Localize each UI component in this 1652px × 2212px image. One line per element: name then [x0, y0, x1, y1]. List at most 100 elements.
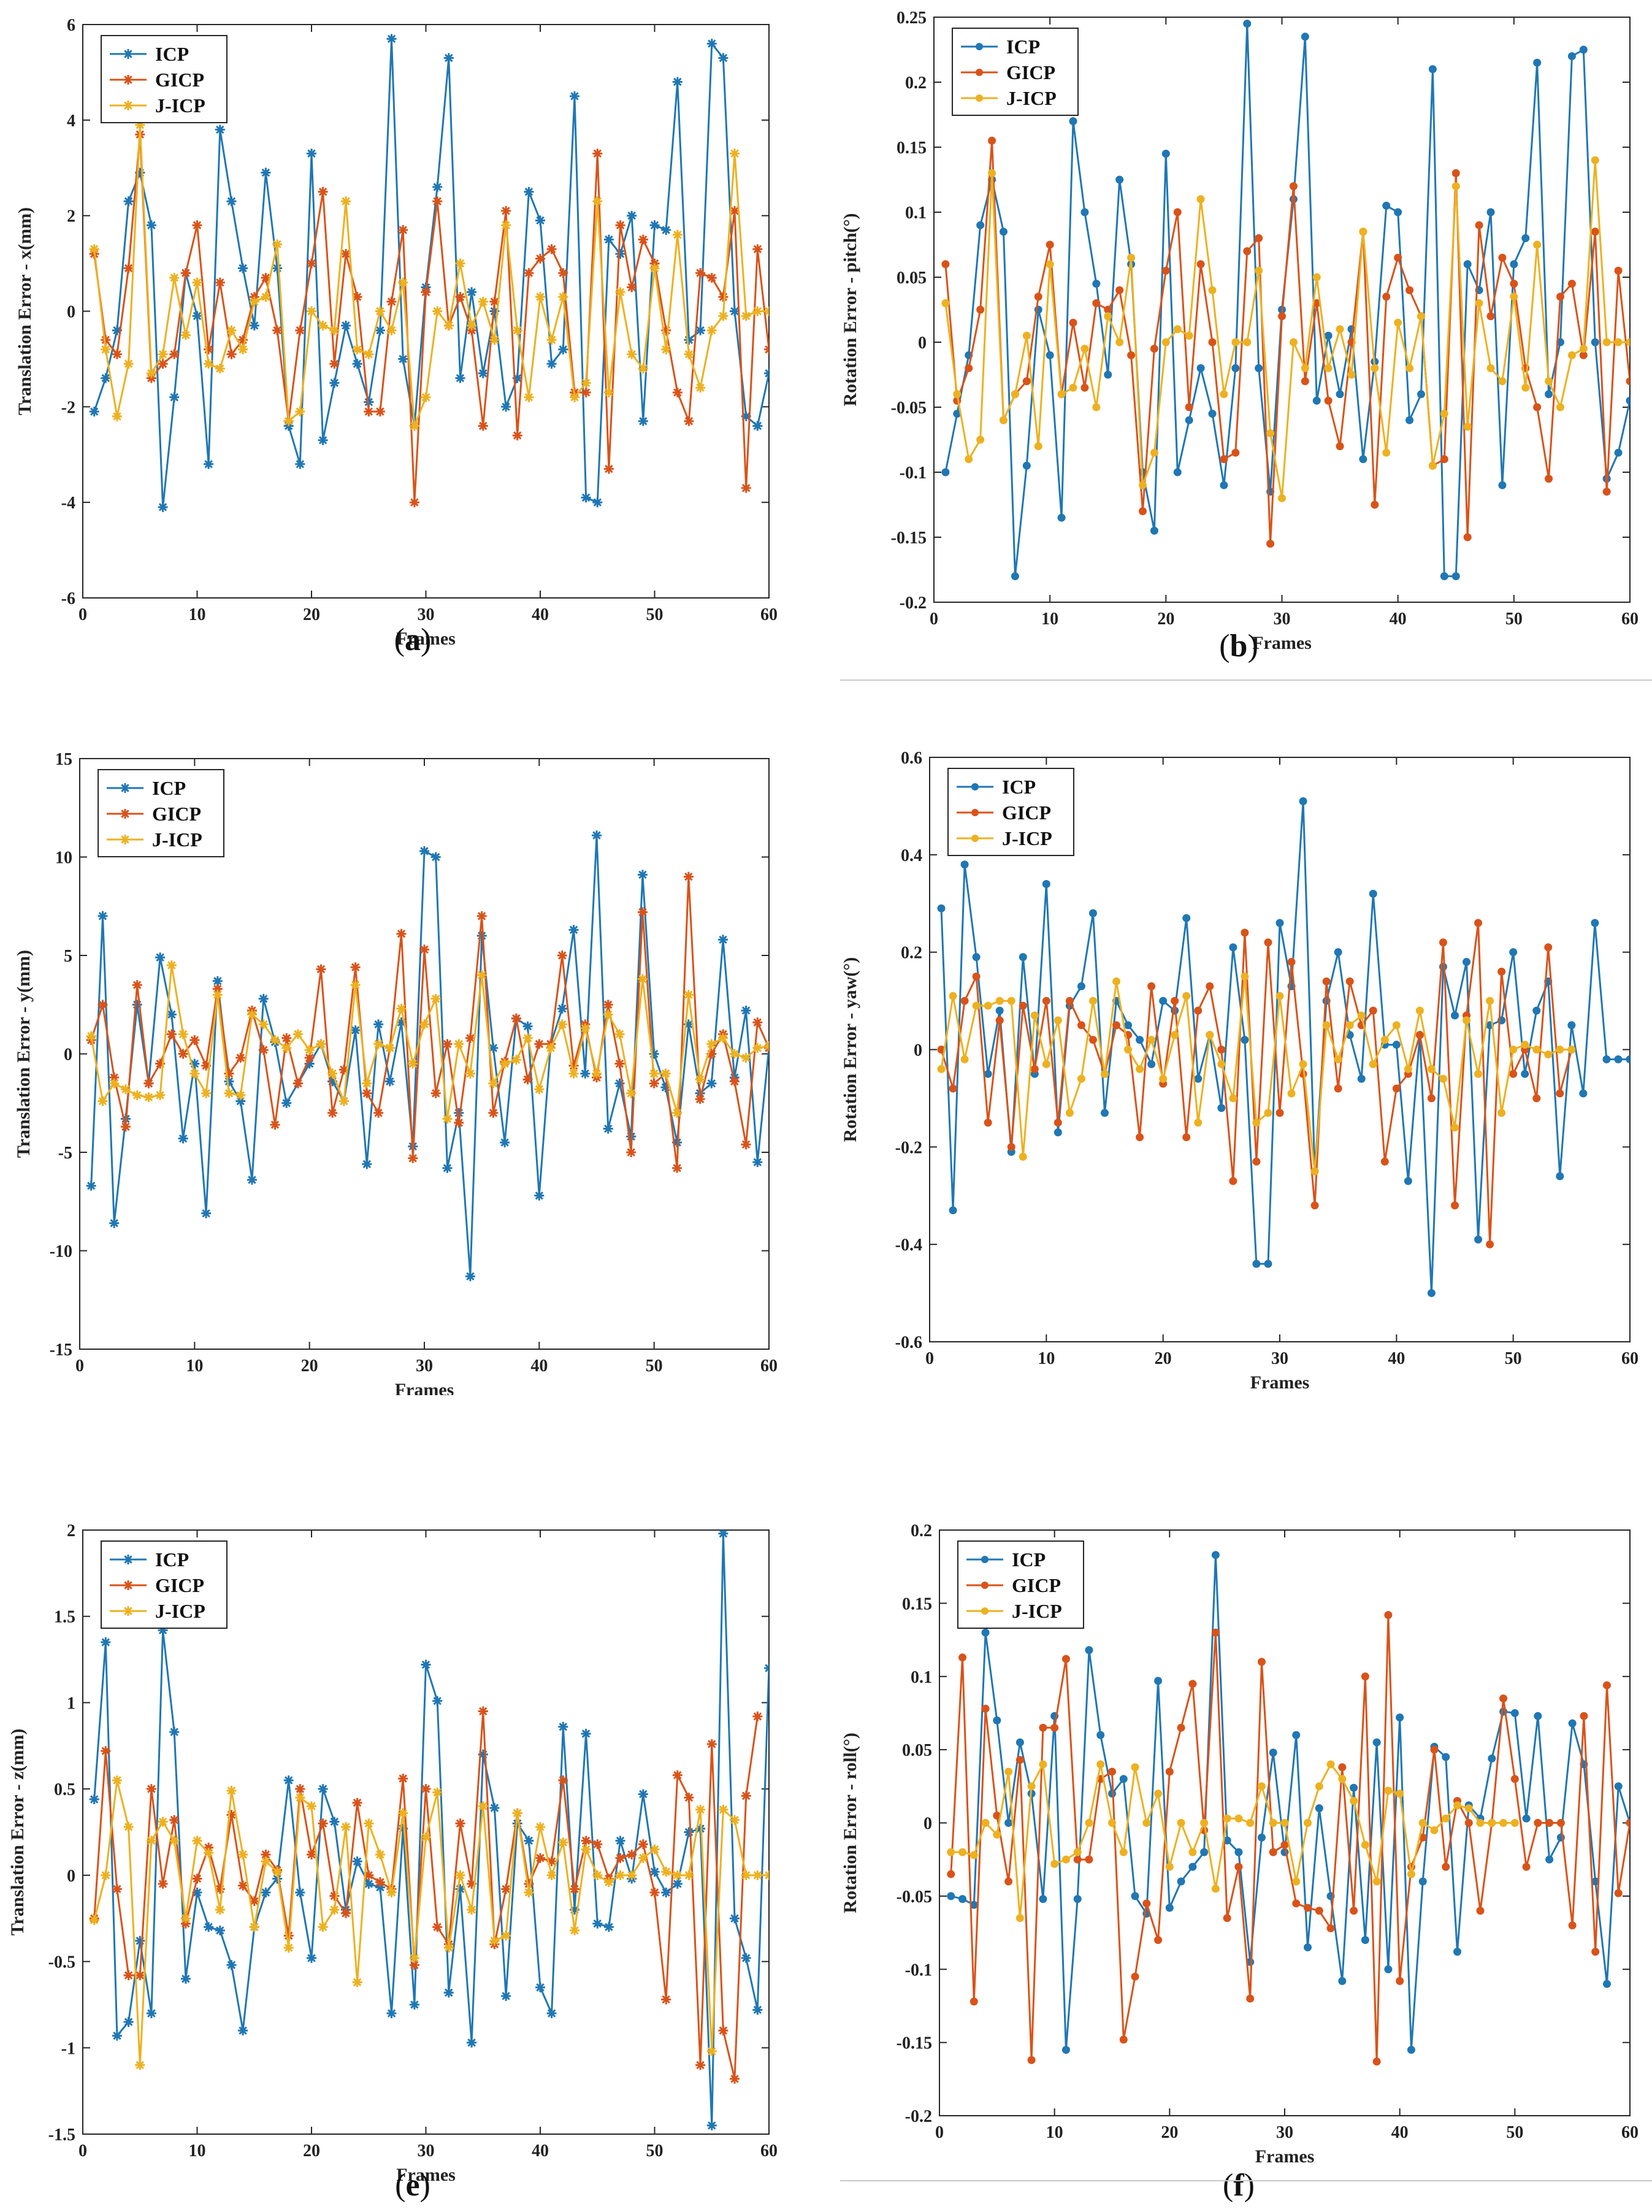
x-tick-label: 20: [301, 1357, 318, 1376]
data-point-gicp: [706, 1049, 717, 1059]
data-point-j-icp: [327, 1068, 338, 1079]
data-point-gicp: [1039, 1723, 1047, 1732]
data-point-j-icp: [442, 1114, 453, 1124]
data-point-j-icp: [512, 1808, 522, 1818]
data-point-j-icp: [672, 229, 683, 240]
data-point-gicp: [192, 220, 202, 231]
data-point-icp: [1234, 1848, 1243, 1856]
data-point-j-icp: [166, 960, 177, 970]
data-point-j-icp: [421, 1832, 431, 1842]
data-point-j-icp: [1188, 1848, 1197, 1856]
data-point-j-icp: [1080, 345, 1089, 353]
x-axis-label: Frames: [395, 1380, 454, 1395]
data-point-j-icp: [1119, 1848, 1128, 1856]
data-point-j-icp: [1101, 1070, 1109, 1078]
data-point-icp: [1229, 943, 1237, 952]
data-point-gicp: [1108, 1767, 1116, 1776]
y-tick-label: 10: [55, 849, 72, 868]
data-point-icp: [683, 1019, 694, 1030]
legend-marker: [971, 783, 979, 790]
data-point-gicp: [1287, 958, 1296, 966]
data-point-gicp: [972, 972, 981, 981]
x-tick-label: 60: [1621, 610, 1639, 629]
data-point-gicp: [638, 234, 648, 245]
data-point-icp: [247, 1174, 257, 1185]
data-point-icp: [546, 2008, 557, 2018]
data-point-icp: [261, 1888, 271, 1897]
legend-marker: [120, 809, 130, 819]
data-point-gicp: [1509, 1070, 1518, 1078]
data-point-j-icp: [546, 1870, 557, 1880]
x-tick-label: 50: [646, 1357, 663, 1376]
data-point-j-icp: [1278, 494, 1286, 502]
data-point-icp: [1096, 1731, 1105, 1739]
data-point-icp: [661, 1888, 671, 1897]
data-point-icp: [1509, 948, 1518, 957]
x-tick-label: 10: [1041, 610, 1058, 629]
data-point-j-icp: [1112, 977, 1121, 985]
data-point-gicp: [730, 2073, 740, 2084]
y-tick-label: -15: [50, 1341, 72, 1360]
data-point-j-icp: [949, 992, 957, 1000]
legend-label-j-icp: J-ICP: [1002, 827, 1052, 849]
data-point-icp: [1022, 461, 1031, 470]
data-point-gicp: [408, 1153, 418, 1163]
data-point-gicp: [146, 1784, 156, 1794]
data-point-j-icp: [626, 1088, 637, 1098]
data-point-j-icp: [524, 392, 534, 402]
data-point-gicp: [235, 1052, 246, 1063]
data-point-gicp: [120, 1122, 131, 1132]
data-point-icp: [1061, 2046, 1070, 2054]
data-point-j-icp: [764, 1870, 769, 1880]
data-point-j-icp: [432, 306, 443, 316]
data-point-icp: [224, 1076, 234, 1087]
data-point-j-icp: [272, 239, 283, 250]
data-point-j-icp: [1301, 364, 1309, 372]
data-point-j-icp: [135, 2060, 145, 2070]
legend-label-icp: ICP: [1002, 776, 1036, 798]
y-tick-label: -0.15: [891, 529, 927, 548]
data-point-j-icp: [467, 320, 477, 331]
chart-panel-c: 0 10 20 30 40 50 60 -15 -10 -5 0 5 10 15 Frames Transla…: [0, 718, 825, 1449]
y-tick-label: -0.4: [895, 1236, 922, 1255]
data-point-gicp: [1338, 1763, 1347, 1772]
data-point-gicp: [135, 1970, 145, 1981]
data-point-j-icp: [1161, 338, 1170, 346]
legend-marker: [976, 94, 983, 102]
data-point-icp: [352, 1856, 362, 1867]
data-point-icp: [1208, 410, 1217, 418]
x-tick-label: 40: [532, 605, 549, 624]
data-point-gicp: [432, 1922, 443, 1932]
data-point-gicp: [1027, 2056, 1036, 2064]
data-point-icp: [660, 1082, 671, 1093]
data-point-j-icp: [1361, 1840, 1369, 1849]
data-point-gicp: [1334, 1084, 1342, 1093]
legend-marker: [123, 1580, 133, 1590]
y-tick-label: 0.4: [901, 846, 922, 865]
data-point-j-icp: [1372, 1877, 1381, 1886]
data-point-gicp: [614, 1058, 625, 1069]
data-point-j-icp: [375, 1850, 385, 1860]
data-point-gicp: [1182, 1133, 1191, 1141]
series-group: [89, 34, 769, 512]
data-point-j-icp: [1096, 1760, 1105, 1769]
data-point-j-icp: [764, 1041, 769, 1051]
data-point-icp: [375, 325, 385, 335]
data-point-icp: [478, 368, 488, 378]
data-point-j-icp: [101, 1870, 111, 1880]
y-tick-label: 15: [55, 750, 72, 769]
data-point-gicp: [155, 1058, 166, 1069]
data-point-icp: [135, 167, 145, 178]
data-point-icp: [603, 1922, 614, 1932]
data-point-gicp: [1220, 455, 1228, 464]
series-line-gicp: [950, 1614, 1630, 2063]
data-point-gicp: [224, 1068, 234, 1079]
data-point-j-icp: [1369, 1060, 1377, 1068]
data-point-j-icp: [1030, 1011, 1039, 1020]
data-point-gicp: [1464, 1819, 1473, 1827]
data-point-gicp: [603, 1000, 613, 1010]
data-point-gicp: [1580, 1712, 1588, 1720]
data-point-j-icp: [204, 1848, 214, 1858]
data-point-j-icp: [1407, 1870, 1415, 1878]
data-point-icp: [1054, 1128, 1062, 1137]
